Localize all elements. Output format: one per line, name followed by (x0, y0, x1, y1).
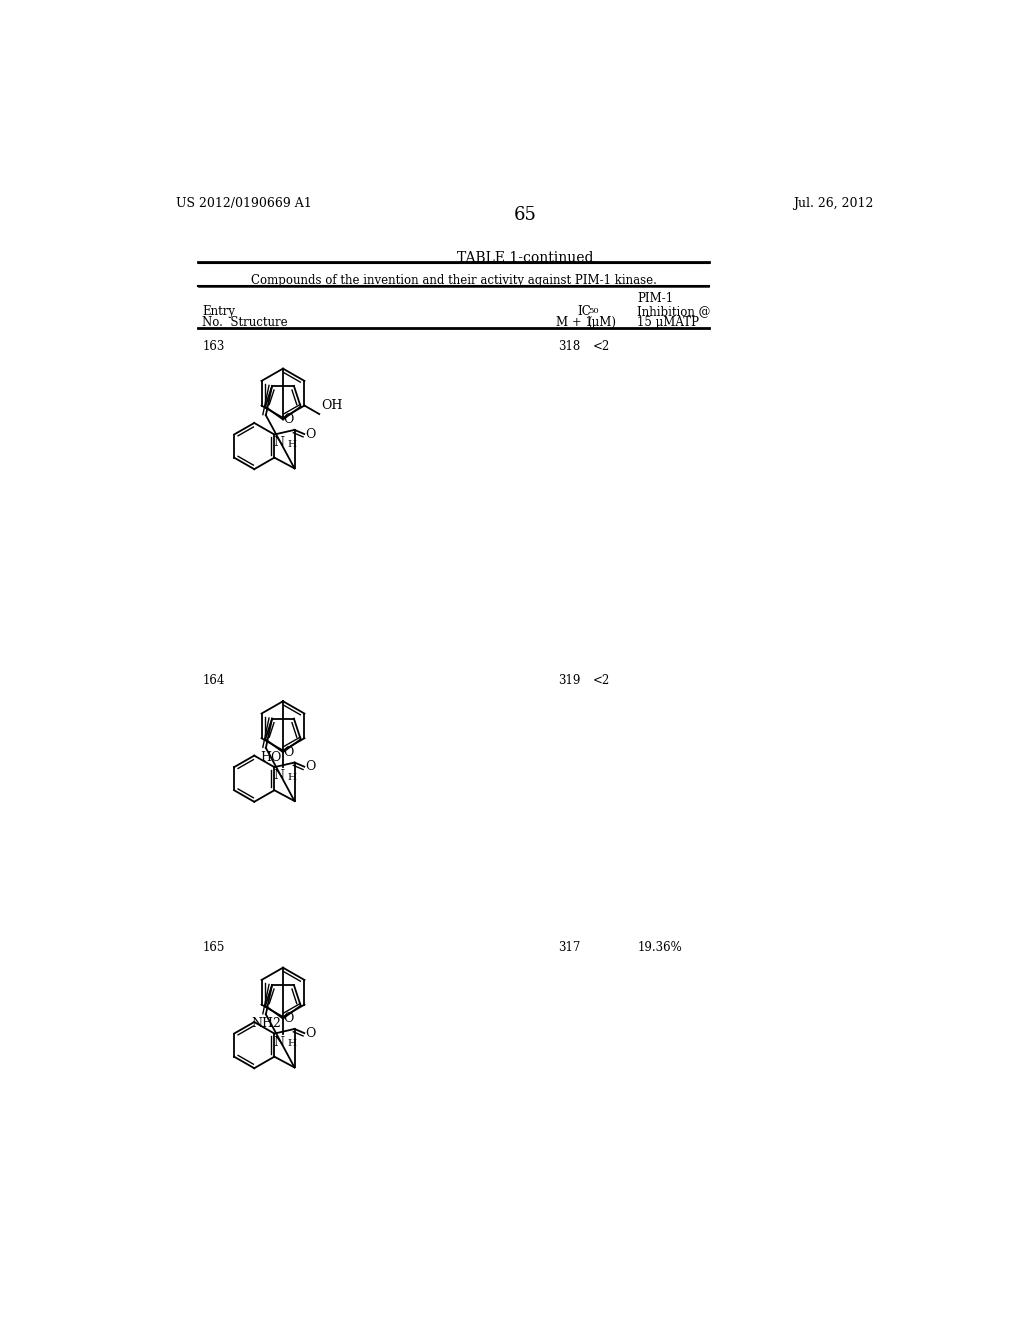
Text: O: O (284, 1012, 294, 1026)
Text: 317: 317 (558, 941, 581, 954)
Text: TABLE 1-continued: TABLE 1-continued (457, 251, 593, 265)
Text: PIM-1: PIM-1 (637, 293, 674, 305)
Text: (μM): (μM) (587, 317, 615, 329)
Text: IC: IC (578, 305, 591, 318)
Text: O: O (305, 428, 315, 441)
Text: <2: <2 (593, 341, 610, 354)
Text: OH: OH (322, 399, 343, 412)
Text: 319: 319 (558, 675, 581, 688)
Text: 165: 165 (203, 941, 225, 954)
Text: HO: HO (260, 751, 282, 763)
Text: 50: 50 (589, 308, 599, 315)
Text: 19.36%: 19.36% (637, 941, 682, 954)
Text: H: H (288, 772, 297, 781)
Text: O: O (284, 746, 294, 759)
Text: US 2012/0190669 A1: US 2012/0190669 A1 (176, 197, 311, 210)
Text: O: O (284, 413, 294, 426)
Text: H: H (288, 1039, 297, 1048)
Text: 318: 318 (558, 341, 581, 354)
Text: No.  Structure: No. Structure (203, 317, 288, 329)
Text: Jul. 26, 2012: Jul. 26, 2012 (794, 197, 873, 210)
Text: N: N (273, 770, 285, 783)
Text: N: N (273, 1035, 285, 1048)
Text: 65: 65 (513, 206, 537, 224)
Text: <2: <2 (593, 675, 610, 688)
Text: O: O (305, 760, 315, 774)
Text: 15 μMATP: 15 μMATP (637, 317, 699, 329)
Text: Entry: Entry (203, 305, 236, 318)
Text: 163: 163 (203, 341, 225, 354)
Text: 164: 164 (203, 675, 225, 688)
Text: Compounds of the invention and their activity against PIM-1 kinase.: Compounds of the invention and their act… (251, 275, 656, 286)
Text: H: H (288, 440, 297, 449)
Text: NH2: NH2 (252, 1016, 282, 1030)
Text: M + 1: M + 1 (556, 317, 593, 329)
Text: N: N (273, 437, 285, 450)
Text: Inhibition @: Inhibition @ (637, 305, 711, 318)
Text: O: O (305, 1027, 315, 1040)
